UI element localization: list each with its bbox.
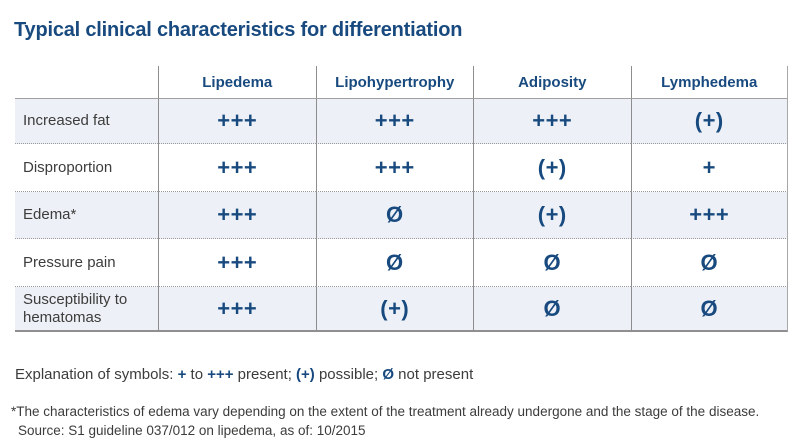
value-cell: +++ [473,99,631,144]
value-cell: Ø [630,287,788,332]
value-cell: Ø [473,239,631,287]
legend-text: Explanation of symbols: [15,366,178,383]
value-cell: (+) [630,99,788,144]
column-header-lipohypertrophy: Lipohypertrophy [315,66,473,99]
column-header-adiposity: Adiposity [473,66,631,99]
row-label: Disproportion [15,144,158,192]
value-cell: Ø [315,192,473,239]
row-label: Pressure pain [15,239,158,287]
column-header-lipedema: Lipedema [158,66,316,99]
legend-symbol: Ø [382,366,395,383]
value-cell: + [630,144,788,192]
legend-text: to [186,366,208,383]
row-label: Edema* [15,192,158,239]
legend-text: present; [233,366,297,383]
notes-block: *The characteristics of edema vary depen… [11,402,797,440]
table-corner-cell [15,66,158,99]
row-label: Increased fat [15,99,158,144]
value-cell: Ø [315,239,473,287]
value-cell: +++ [630,192,788,239]
value-cell: +++ [315,99,473,144]
source-note: Source: S1 guideline 037/012 on lipedema… [18,423,366,439]
footnote: *The characteristics of edema vary depen… [11,404,760,419]
page-title: Typical clinical characteristics for dif… [14,19,463,41]
value-cell: (+) [473,192,631,239]
value-cell: +++ [158,239,316,287]
legend-text: possible; [314,366,383,383]
characteristics-table: Lipedema Lipohypertrophy Adiposity Lymphede… [15,66,788,332]
legend-symbol: + [177,366,187,383]
column-header-lymphedema: Lymphedema [630,66,788,99]
value-cell: +++ [158,192,316,239]
legend-text: not present [394,366,474,383]
value-cell: +++ [315,144,473,192]
row-label: Susceptibility to hematomas [15,287,158,332]
value-cell: (+) [315,287,473,332]
value-cell: +++ [158,144,316,192]
legend-symbol: (+) [296,366,315,383]
value-cell: Ø [473,287,631,332]
value-cell: Ø [630,239,788,287]
legend-symbol: +++ [207,366,234,383]
value-cell: +++ [158,99,316,144]
legend: Explanation of symbols: + to +++ present… [15,366,473,383]
value-cell: (+) [473,144,631,192]
value-cell: +++ [158,287,316,332]
